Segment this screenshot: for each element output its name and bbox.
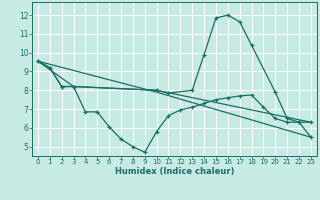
X-axis label: Humidex (Indice chaleur): Humidex (Indice chaleur): [115, 167, 234, 176]
